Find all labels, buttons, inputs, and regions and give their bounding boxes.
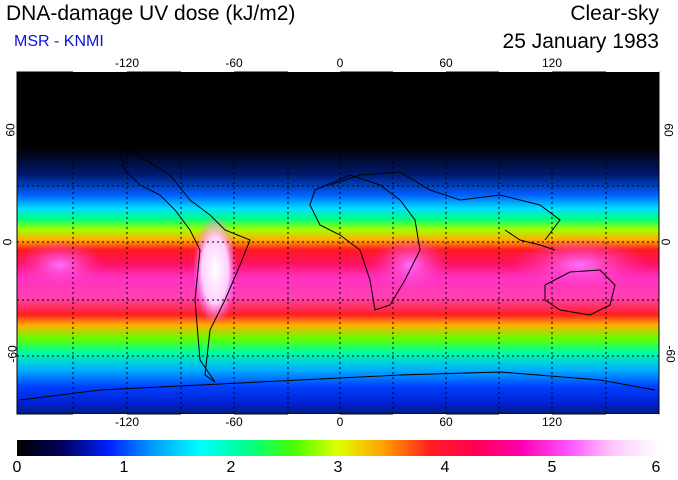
colorbar-tick: 0 [12, 459, 22, 476]
lon-label-top: 120 [541, 56, 563, 70]
lon-label-top: -60 [225, 56, 243, 70]
lon-label-top: 0 [336, 56, 344, 70]
colorbar-tick: 1 [119, 459, 129, 476]
date-label: 25 January 1983 [502, 30, 659, 53]
australia-hotspot [510, 237, 650, 293]
eurasia-coast [329, 171, 561, 241]
andes-hotspot [193, 215, 237, 325]
colorbar-tick: 3 [333, 459, 343, 476]
sky-condition-label: Clear-sky [570, 2, 659, 25]
lat-label-right: 60 [661, 123, 676, 137]
chart-title: DNA-damage UV dose (kJ/m2) [6, 2, 296, 25]
colorbar [17, 440, 659, 456]
lat-label-left: -60 [5, 345, 20, 363]
africa-coast [309, 174, 421, 311]
lat-label-right: 0 [658, 238, 673, 246]
coastlines [19, 109, 656, 401]
colorbar-tick: 2 [226, 459, 236, 476]
pacific-hotspot [15, 240, 105, 290]
lon-label-bottom: 60 [439, 415, 453, 429]
colorbar-tick: 4 [440, 459, 450, 476]
lat-label-right: -60 [663, 345, 678, 363]
africa-hotspot [370, 235, 450, 295]
lon-label-bottom: 0 [336, 415, 344, 429]
antarctica-coast [19, 371, 656, 401]
lon-label-bottom: -120 [114, 415, 140, 429]
indonesia-coast [504, 229, 556, 251]
colorbar-tick: 6 [651, 459, 661, 476]
americas-coast [109, 109, 251, 383]
lat-label-left: 60 [3, 123, 18, 137]
lon-label-bottom: 120 [541, 415, 563, 429]
lon-label-top: 60 [439, 56, 453, 70]
australia-coast [544, 269, 616, 316]
grid-lines [17, 72, 659, 414]
lon-label-bottom: -60 [225, 415, 243, 429]
uv-dose-map [15, 68, 660, 418]
lat-label-left: 0 [0, 238, 15, 246]
colorbar-tick: 5 [547, 459, 557, 476]
source-label: MSR - KNMI [14, 33, 104, 50]
lon-label-top: -120 [114, 56, 140, 70]
map-frame [16, 68, 660, 418]
